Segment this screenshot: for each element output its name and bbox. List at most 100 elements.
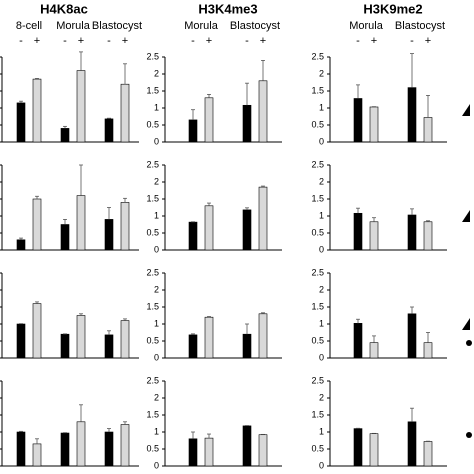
bar <box>353 98 363 143</box>
bar <box>32 78 42 143</box>
y-tick-label: 1.5 <box>311 193 324 203</box>
bar <box>120 320 130 359</box>
bar <box>104 118 114 143</box>
y-tick-label: 0.5 <box>146 227 159 237</box>
category-label: Blastocyst <box>395 20 445 32</box>
bar <box>407 87 417 143</box>
y-tick-label: 0 <box>154 352 159 362</box>
y-tick-label: 1.5 <box>311 85 324 95</box>
y-tick-label: 0 <box>319 352 324 362</box>
y-tick-label: 2 <box>154 68 159 78</box>
bar <box>32 443 42 467</box>
category-label: Morula <box>349 20 384 32</box>
bar <box>60 432 70 467</box>
series-label: - <box>356 35 360 47</box>
y-tick-label: 2.5 <box>146 159 159 169</box>
bar <box>16 239 26 251</box>
y-tick-label: 2.5 <box>311 375 324 385</box>
y-tick-label: 1.5 <box>146 301 159 311</box>
panel-title: H4K8ac <box>40 1 88 16</box>
bar <box>242 333 252 359</box>
bar <box>423 342 433 359</box>
y-tick-label: 0.5 <box>311 227 324 237</box>
category-label: Morula <box>56 20 91 32</box>
y-tick-label: 2.5 <box>311 267 324 277</box>
bar <box>204 97 214 143</box>
bar <box>369 106 379 143</box>
bar <box>258 434 268 467</box>
bar <box>76 315 86 359</box>
y-tick-label: 1 <box>154 102 159 112</box>
y-tick-label: 0 <box>154 460 159 470</box>
bar <box>120 83 130 143</box>
y-tick-label: 1 <box>319 426 324 436</box>
bar <box>104 431 114 467</box>
bar <box>32 303 42 359</box>
bar <box>353 323 363 359</box>
bar <box>76 421 86 467</box>
bar <box>188 221 198 251</box>
y-tick-label: 2 <box>319 176 324 186</box>
series-label: + <box>206 35 212 47</box>
y-tick-label: 2.5 <box>146 267 159 277</box>
bar <box>60 333 70 359</box>
y-tick-label: 0.5 <box>146 119 159 129</box>
y-tick-label: 1 <box>154 318 159 328</box>
y-tick-label: 0.5 <box>311 119 324 129</box>
bar <box>407 313 417 359</box>
marker-dot <box>466 432 472 438</box>
marker-triangle <box>462 210 470 222</box>
bar <box>242 425 252 467</box>
bar <box>423 117 433 143</box>
y-tick-label: 0 <box>154 136 159 146</box>
bar <box>76 195 86 251</box>
series-label: + <box>371 35 377 47</box>
series-label: + <box>425 35 431 47</box>
bar <box>369 342 379 359</box>
y-tick-label: 2.5 <box>311 51 324 61</box>
y-tick-label: 2 <box>319 392 324 402</box>
y-tick-label: 1 <box>319 102 324 112</box>
y-tick-label: 0.5 <box>311 443 324 453</box>
panel-title: H3K4me3 <box>198 1 257 16</box>
category-label: Morula <box>184 20 219 32</box>
bar <box>369 221 379 251</box>
bar <box>407 214 417 251</box>
bar <box>353 428 363 467</box>
bar <box>16 323 26 359</box>
bar <box>76 70 86 143</box>
category-label: Blastocyst <box>230 20 280 32</box>
bar <box>242 104 252 143</box>
bar <box>188 334 198 359</box>
bar <box>16 431 26 467</box>
bar <box>369 433 379 467</box>
y-tick-label: 2.5 <box>146 375 159 385</box>
bar <box>60 224 70 251</box>
y-tick-label: 0.5 <box>311 335 324 345</box>
y-tick-label: 0 <box>319 460 324 470</box>
bar <box>188 438 198 467</box>
y-tick-label: 1.5 <box>311 301 324 311</box>
y-tick-label: 2 <box>319 68 324 78</box>
series-label: + <box>122 35 128 47</box>
y-tick-label: 2 <box>154 176 159 186</box>
bar <box>204 437 214 467</box>
y-tick-label: 1 <box>154 426 159 436</box>
y-tick-label: 1 <box>319 210 324 220</box>
series-label: - <box>410 35 414 47</box>
series-label: - <box>63 35 67 47</box>
bar <box>242 209 252 251</box>
bar <box>204 316 214 359</box>
y-tick-label: 1.5 <box>146 409 159 419</box>
marker-triangle <box>462 318 470 330</box>
series-label: - <box>19 35 23 47</box>
series-label: + <box>260 35 266 47</box>
y-tick-label: 1.5 <box>311 409 324 419</box>
y-tick-label: 2.5 <box>311 159 324 169</box>
bar <box>258 80 268 143</box>
bar <box>353 212 363 251</box>
bar <box>16 102 26 143</box>
y-tick-label: 2 <box>154 392 159 402</box>
y-tick-label: 2 <box>154 284 159 294</box>
